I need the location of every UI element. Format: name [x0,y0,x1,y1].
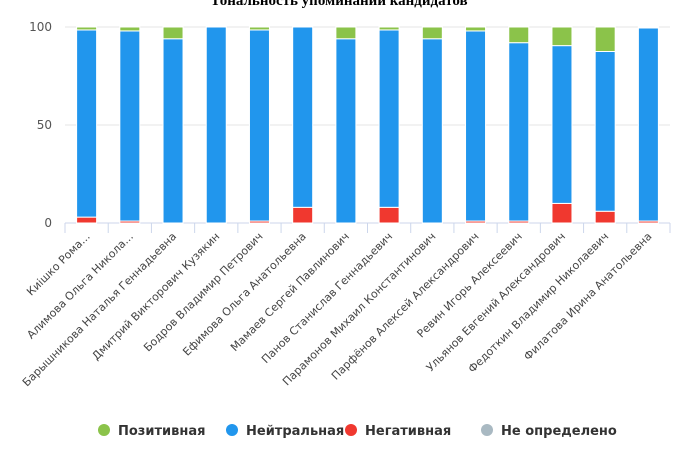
bar-segment-Позитивная [335,26,357,40]
legend-marker [481,424,493,436]
bar-segment-Нейтральная [551,45,573,204]
bar-segment-Позитивная [162,26,184,40]
bar-segment-Нейтральная [248,29,270,222]
bar-segment-Позитивная [76,26,98,31]
bar-segment-Позитивная [378,26,400,31]
bar-segment-Негативная [594,210,616,224]
y-tick-label: 100 [29,20,52,34]
x-tick-label: Барышникова Наталья Геннадьевна [20,230,179,389]
bar-segment-Негативная [292,206,314,224]
bar-segment-Негативная [551,202,573,224]
bar-segment-Позитивная [421,26,443,40]
bar-segment-Нейтральная [76,29,98,218]
x-tick-label: Парамонов Михаил Константинович [280,230,438,388]
bar-segment-Позитивная [637,26,659,29]
bar-segment-Нейтральная [162,38,184,224]
bar-segment-Позитивная [551,26,573,47]
bar-segment-Позитивная [248,26,270,31]
bar-segment-Нейтральная [292,26,314,208]
bar-segment-Позитивная [119,26,141,32]
bar-segment-Позитивная [594,26,616,52]
bar-segment-Нейтральная [637,27,659,222]
legend-marker [226,424,238,436]
bar-segment-Негативная [76,216,98,224]
bar-segment-Нейтральная [378,29,400,208]
bar-segment-Нейтральная [508,42,530,222]
y-tick-label: 50 [37,118,52,132]
bar-segment-Позитивная [508,26,530,44]
bar-segment-Нейтральная [421,38,443,224]
bar-segment-Нейтральная [205,26,227,224]
legend-label: Негативная [365,424,451,439]
y-tick-label: 0 [44,216,52,230]
chart-title: Тональность упоминаний кандидатов [210,0,468,9]
bar-segment-Нейтральная [465,30,487,222]
legend-marker [98,424,110,436]
legend-label: Позитивная [118,424,205,439]
bar-segment-Нейтральная [594,51,616,212]
bar-segment-Негативная [378,206,400,224]
legend-label: Не определено [501,424,617,439]
bar-segment-Нейтральная [119,30,141,222]
bar-segment-Нейтральная [335,38,357,224]
legend-label: Нейтральная [246,424,344,439]
bar-segment-Позитивная [465,26,487,32]
legend-marker [345,424,357,436]
